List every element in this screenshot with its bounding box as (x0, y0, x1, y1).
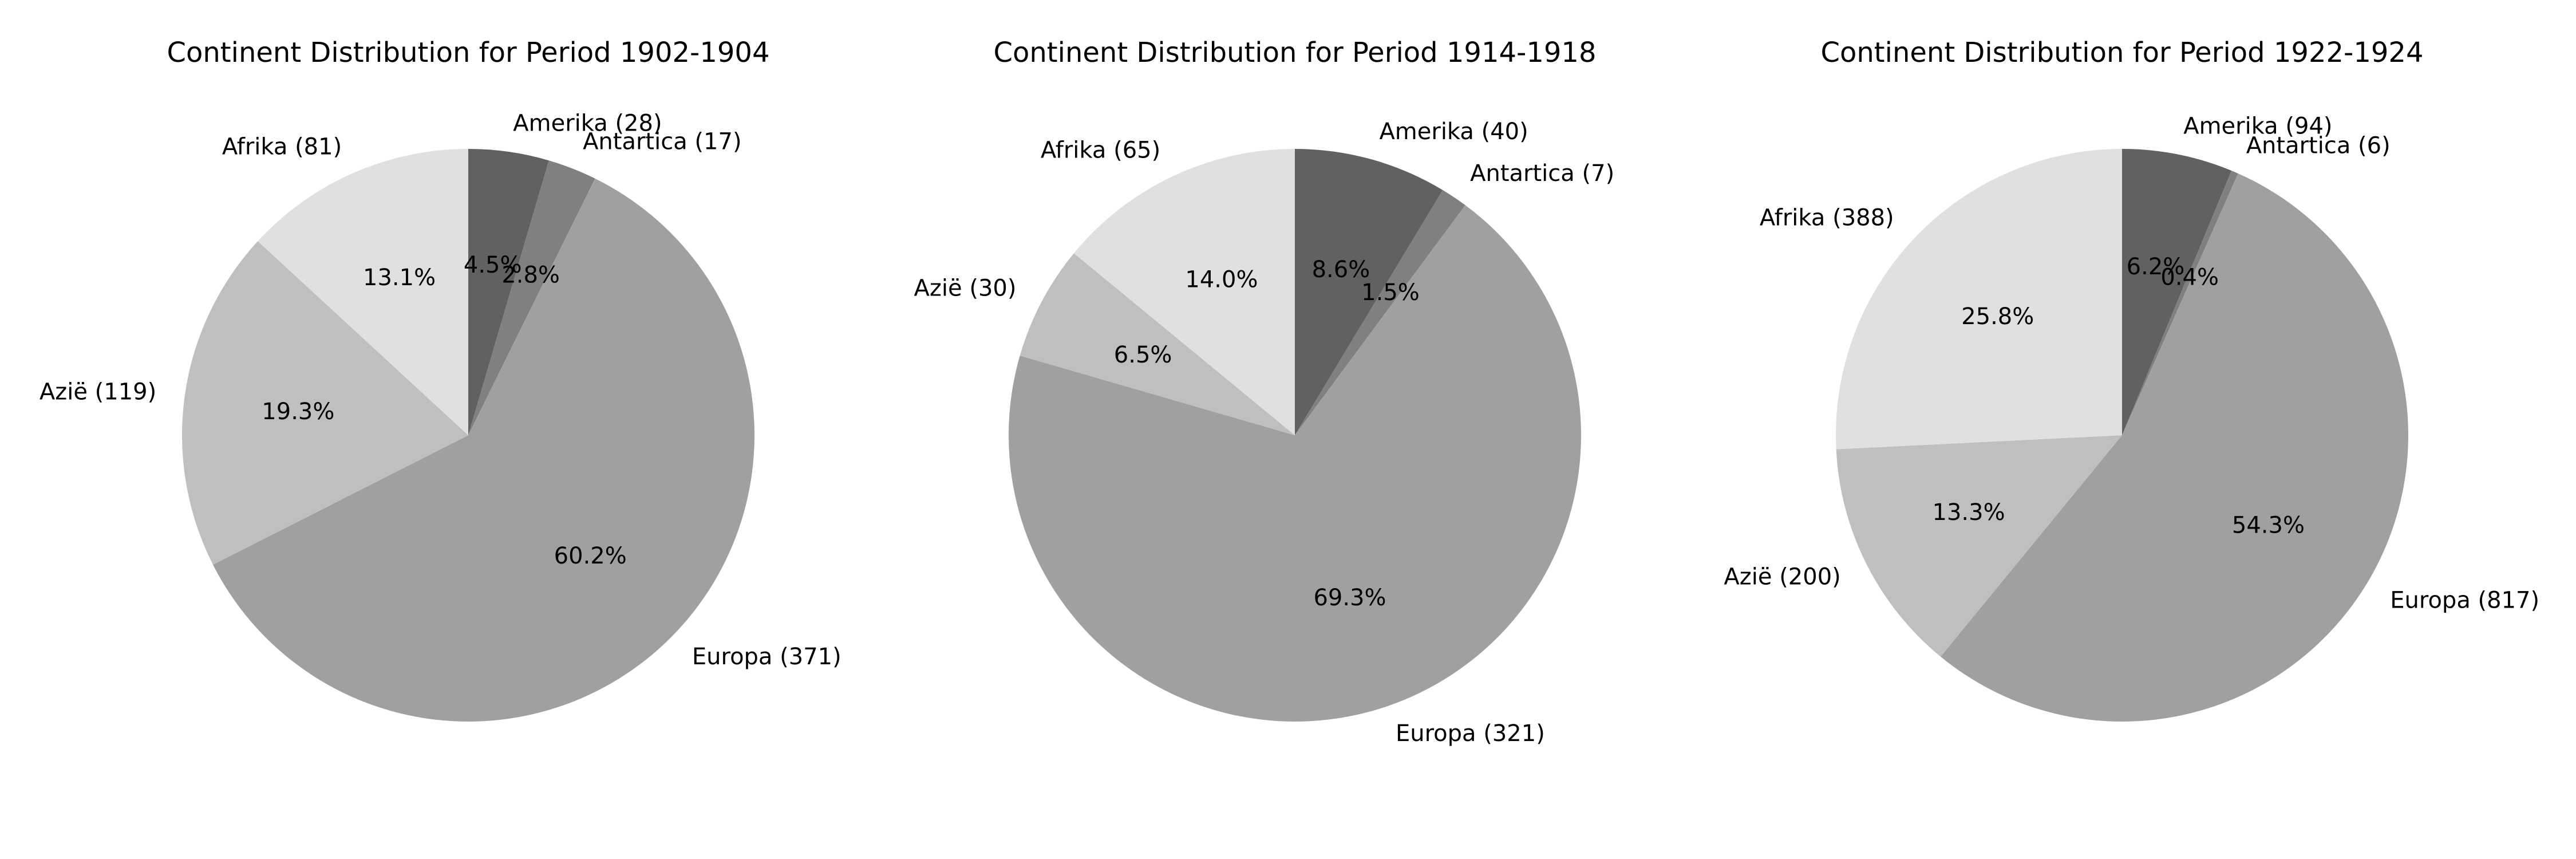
slice-label: Antartica (7) (1470, 160, 1614, 187)
pie-slice-azi- (182, 241, 468, 565)
slice-label: Afrika (388) (1760, 205, 1894, 231)
slice-label: Antartica (17) (583, 129, 741, 155)
slice-label: Amerika (28) (513, 111, 662, 137)
chart-title: Continent Distribution for Period 1914-1… (993, 37, 1596, 69)
percent-label: 14.0% (1185, 267, 1258, 293)
slice-labels: 6.2% Amerika (94) 0.4% Antartica (6) 54.3% Eu… (1724, 113, 2539, 614)
percent-label: 54.3% (2232, 512, 2305, 538)
percent-label: 8.6% (1312, 257, 1370, 283)
pie-slice-azi- (1020, 253, 1295, 435)
pie-slice-europa (1009, 205, 1582, 722)
slice-label: Europa (321) (1396, 720, 1545, 747)
percent-label: 4.5% (464, 252, 522, 278)
chart-title: Continent Distribution for Period 1902-1… (167, 37, 769, 69)
pie-slice-amerika (1295, 149, 1443, 435)
pie-slice-antartica (468, 160, 595, 435)
pie-slice-europa (1940, 173, 2408, 722)
slice-labels: 8.6% Amerika (40) 1.5% Antartica (7) 69.3% Eu… (914, 119, 1615, 747)
pie-slice-azi- (1836, 435, 2122, 657)
percent-label: 0.4% (2160, 264, 2219, 290)
pie-slice-europa (213, 178, 755, 722)
slice-label: Amerika (94) (2183, 113, 2332, 140)
slice-label: Afrika (65) (1041, 137, 1160, 164)
percent-label: 13.1% (363, 265, 436, 291)
percent-label: 1.5% (1361, 279, 1420, 306)
pie-slice-afrika (1073, 149, 1295, 435)
slice-labels: 4.5% Amerika (28) 2.8% Antartica (17) 60.2% E… (39, 111, 841, 670)
percent-label: 19.3% (262, 399, 334, 425)
pie-slice-afrika (1836, 149, 2122, 450)
slice-label: Europa (371) (692, 644, 841, 670)
slice-label: Europa (817) (2390, 587, 2539, 613)
percent-label: 6.2% (2127, 254, 2185, 280)
pie-slice-antartica (2122, 171, 2238, 435)
pie-slice-amerika (468, 149, 549, 435)
slice-label: Afrika (81) (222, 133, 342, 160)
pie-chart-1914-1918: Continent Distribution for Period 1914-1… (914, 37, 1615, 747)
percent-label: 13.3% (1933, 499, 2005, 526)
percent-label: 6.5% (1114, 342, 1172, 368)
percent-label: 25.8% (1961, 304, 2034, 330)
pie-slices (1009, 149, 1582, 722)
chart-title: Continent Distribution for Period 1922-1… (1820, 37, 2423, 69)
percent-label: 2.8% (501, 262, 560, 289)
pie-slice-amerika (2122, 149, 2232, 435)
percent-label: 69.3% (1313, 585, 1386, 611)
pie-chart-1902-1904: Continent Distribution for Period 1902-1… (39, 37, 841, 722)
pie-chart-1922-1924: Continent Distribution for Period 1922-1… (1724, 37, 2539, 722)
slice-label: Azië (119) (39, 379, 156, 405)
slice-label: Antartica (6) (2246, 132, 2391, 159)
pie-slices (182, 149, 755, 722)
slice-label: Azië (30) (914, 275, 1017, 302)
pie-slice-antartica (1295, 190, 1465, 435)
percent-label: 60.2% (554, 543, 627, 569)
pie-slice-afrika (258, 149, 468, 435)
slice-label: Azië (200) (1724, 564, 1840, 590)
slice-label: Amerika (40) (1379, 119, 1528, 145)
pie-slices (1836, 149, 2408, 722)
